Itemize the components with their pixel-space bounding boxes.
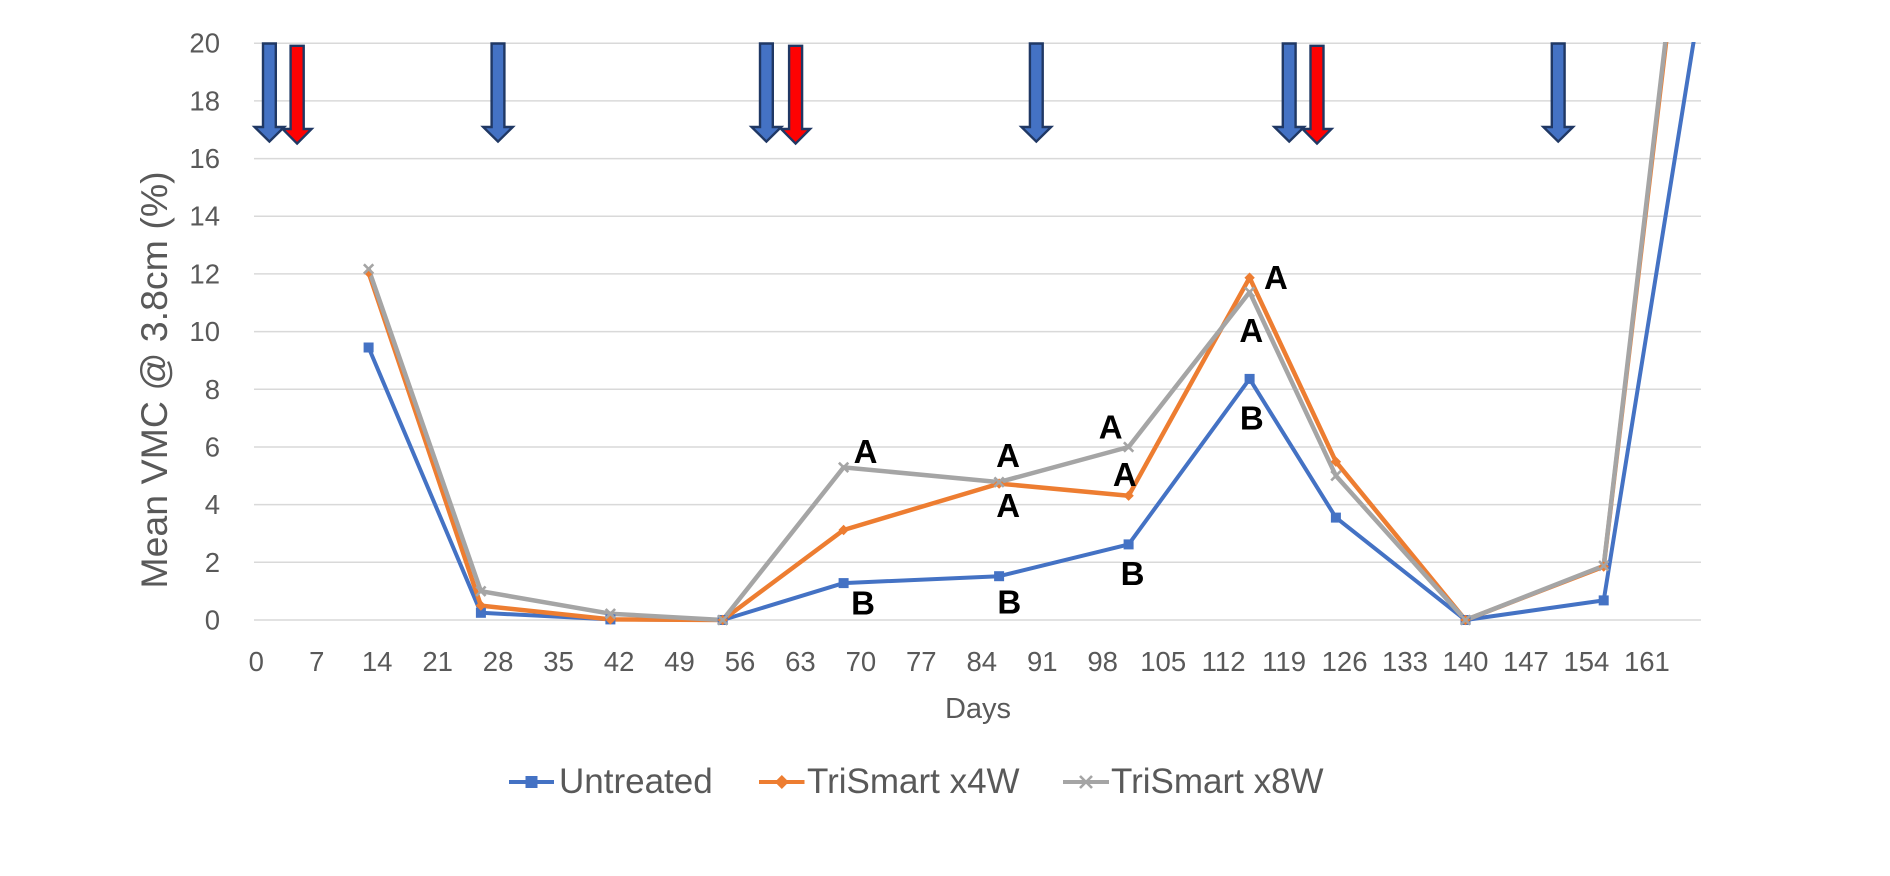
svg-text:91: 91: [1027, 646, 1058, 677]
svg-text:B: B: [851, 585, 875, 622]
svg-text:42: 42: [604, 646, 635, 677]
svg-text:4: 4: [205, 489, 220, 520]
svg-text:6: 6: [205, 432, 220, 463]
svg-text:0: 0: [249, 646, 264, 677]
svg-text:B: B: [1121, 555, 1145, 592]
svg-text:Untreated: Untreated: [559, 762, 713, 801]
svg-text:126: 126: [1322, 646, 1368, 677]
svg-text:TriSmart x4W: TriSmart x4W: [807, 762, 1020, 801]
svg-text:18: 18: [189, 85, 220, 116]
svg-text:A: A: [854, 433, 878, 470]
svg-text:2: 2: [205, 547, 220, 578]
svg-text:105: 105: [1140, 646, 1186, 677]
svg-text:Days: Days: [945, 693, 1011, 725]
svg-text:119: 119: [1262, 646, 1306, 677]
svg-text:12: 12: [189, 258, 220, 289]
svg-text:A: A: [1099, 409, 1123, 446]
svg-text:49: 49: [664, 646, 695, 677]
svg-text:98: 98: [1087, 646, 1118, 677]
svg-text:14: 14: [189, 201, 220, 232]
svg-text:20: 20: [189, 28, 220, 59]
svg-text:154: 154: [1563, 646, 1609, 677]
svg-text:161: 161: [1624, 646, 1670, 677]
svg-text:7: 7: [309, 646, 324, 677]
svg-text:B: B: [997, 583, 1021, 620]
svg-text:70: 70: [846, 646, 877, 677]
svg-text:63: 63: [785, 646, 816, 677]
svg-text:TriSmart x8W: TriSmart x8W: [1111, 762, 1324, 801]
svg-text:21: 21: [422, 646, 453, 677]
svg-text:147: 147: [1503, 646, 1549, 677]
svg-text:14: 14: [362, 646, 393, 677]
svg-text:0: 0: [205, 605, 220, 636]
svg-text:A: A: [996, 487, 1020, 524]
svg-text:A: A: [1239, 312, 1263, 349]
svg-text:10: 10: [189, 316, 220, 347]
svg-text:140: 140: [1443, 646, 1489, 677]
svg-text:A: A: [996, 437, 1020, 474]
svg-text:8: 8: [205, 374, 220, 405]
svg-text:35: 35: [543, 646, 574, 677]
svg-text:56: 56: [725, 646, 756, 677]
svg-text:B: B: [1240, 400, 1264, 437]
svg-text:77: 77: [906, 646, 937, 677]
svg-text:84: 84: [967, 646, 998, 677]
svg-text:A: A: [1264, 259, 1288, 296]
svg-text:Mean VMC @ 3.8cm (%): Mean VMC @ 3.8cm (%): [133, 171, 175, 588]
svg-text:28: 28: [483, 646, 514, 677]
svg-text:112: 112: [1202, 646, 1246, 677]
svg-text:16: 16: [189, 143, 220, 174]
svg-text:A: A: [1113, 456, 1137, 493]
svg-text:133: 133: [1382, 646, 1428, 677]
